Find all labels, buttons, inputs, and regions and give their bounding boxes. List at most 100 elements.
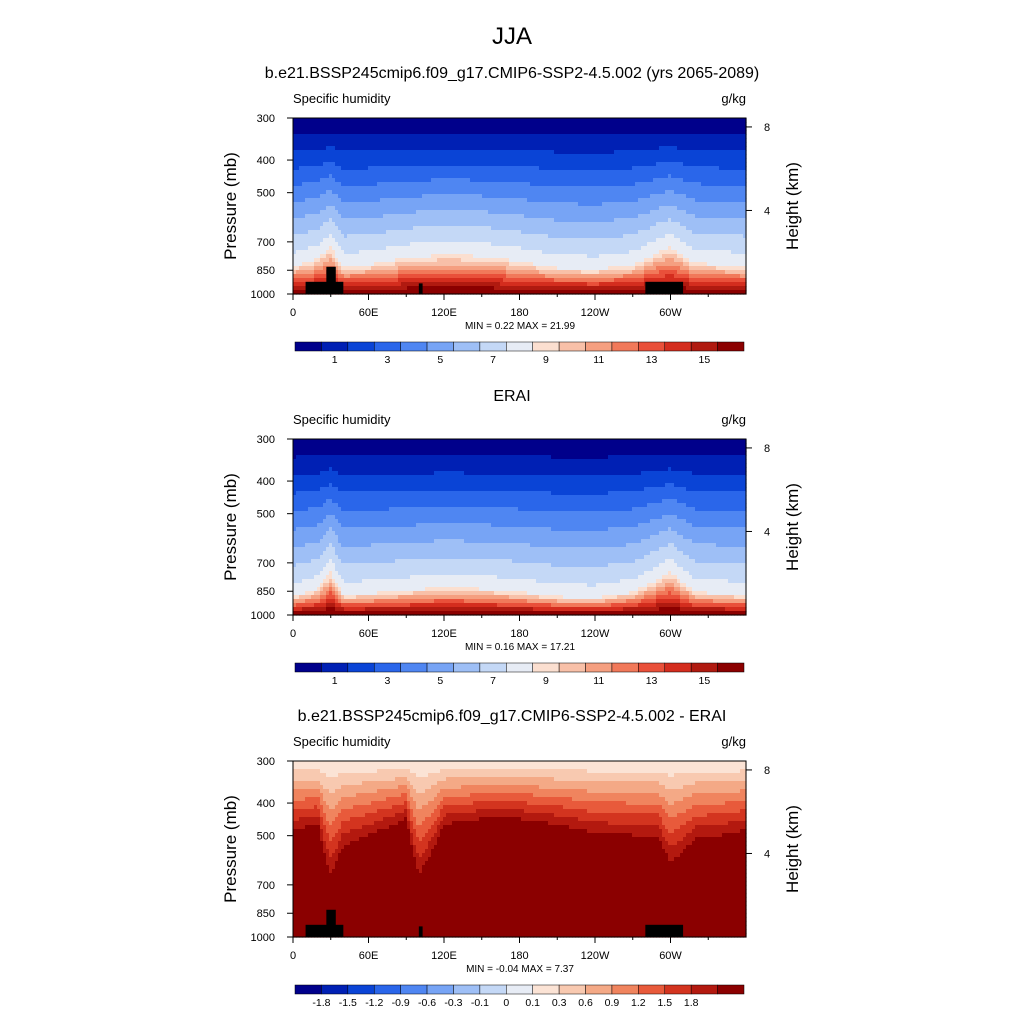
field-cell [476, 162, 480, 167]
field-cell [395, 150, 399, 155]
field-cell [590, 262, 594, 267]
field-cell [539, 278, 543, 283]
field-cell [401, 278, 405, 283]
field-cell [467, 282, 471, 287]
field-cell [299, 222, 303, 227]
field-cell [296, 162, 300, 167]
field-cell [602, 274, 606, 279]
field-cell [293, 134, 297, 139]
field-cell [398, 198, 402, 203]
field-cell [452, 274, 456, 279]
field-cell [548, 194, 552, 199]
field-cell [569, 134, 573, 139]
field-cell [425, 278, 429, 283]
field-cell [365, 174, 369, 179]
field-cell [587, 222, 591, 227]
field-cell [584, 118, 588, 123]
field-cell [386, 134, 390, 139]
field-cell [593, 194, 597, 199]
field-cell [509, 190, 513, 195]
field-cell [404, 242, 408, 247]
field-cell [329, 174, 333, 179]
field-cell [584, 278, 588, 283]
field-cell [398, 226, 402, 231]
field-cell [608, 134, 612, 139]
field-cell [440, 142, 444, 147]
field-cell [632, 170, 636, 175]
field-cell [383, 210, 387, 215]
field-cell [413, 198, 417, 203]
field-cell [617, 186, 621, 191]
field-cell [335, 130, 339, 135]
field-cell [548, 286, 552, 291]
field-cell [518, 122, 522, 127]
field-cell [341, 174, 345, 179]
field-cell [620, 178, 624, 183]
field-cell [593, 226, 597, 231]
field-cell [317, 226, 321, 231]
field-cell [440, 190, 444, 195]
field-cell [479, 222, 483, 227]
field-cell [482, 274, 486, 279]
field-cell [392, 174, 396, 179]
field-cell [512, 146, 516, 151]
field-cell [374, 134, 378, 139]
field-cell [452, 174, 456, 179]
field-cell [434, 158, 438, 163]
field-cell [311, 266, 315, 271]
field-cell [557, 206, 561, 211]
field-cell [458, 166, 462, 171]
field-cell [620, 130, 624, 135]
field-cell [353, 142, 357, 147]
field-cell [548, 242, 552, 247]
field-cell [581, 162, 585, 167]
field-cell [596, 170, 600, 175]
field-cell [371, 246, 375, 251]
field-cell [455, 262, 459, 267]
field-cell [341, 222, 345, 227]
field-cell [488, 206, 492, 211]
field-cell [590, 138, 594, 143]
field-cell [590, 126, 594, 131]
field-cell [398, 242, 402, 247]
field-cell [395, 162, 399, 167]
field-cell [503, 218, 507, 223]
field-cell [521, 122, 525, 127]
field-cell [380, 270, 384, 275]
field-cell [413, 178, 417, 183]
field-cell [359, 258, 363, 263]
field-cell [302, 162, 306, 167]
field-cell [539, 174, 543, 179]
field-cell [617, 202, 621, 207]
field-cell [560, 250, 564, 255]
field-cell [611, 146, 615, 151]
field-cell [446, 254, 450, 259]
field-cell [326, 174, 330, 179]
field-cell [323, 198, 327, 203]
field-cell [611, 246, 615, 251]
field-cell [581, 266, 585, 271]
field-cell [356, 218, 360, 223]
field-cell [575, 214, 579, 219]
field-cell [605, 242, 609, 247]
field-cell [440, 170, 444, 175]
field-cell [566, 190, 570, 195]
field-cell [500, 198, 504, 203]
field-cell [386, 286, 390, 291]
field-cell [494, 258, 498, 263]
field-cell [482, 218, 486, 223]
field-cell [611, 138, 615, 143]
field-cell [326, 154, 330, 159]
field-cell [350, 158, 354, 163]
field-cell [347, 278, 351, 283]
field-cell [335, 238, 339, 243]
field-cell [536, 178, 540, 183]
field-cell [467, 230, 471, 235]
field-cell [371, 234, 375, 239]
field-cell [491, 126, 495, 131]
field-cell [527, 134, 531, 139]
field-cell [440, 202, 444, 207]
field-cell [620, 262, 624, 267]
field-cell [515, 210, 519, 215]
field-cell [620, 182, 624, 187]
